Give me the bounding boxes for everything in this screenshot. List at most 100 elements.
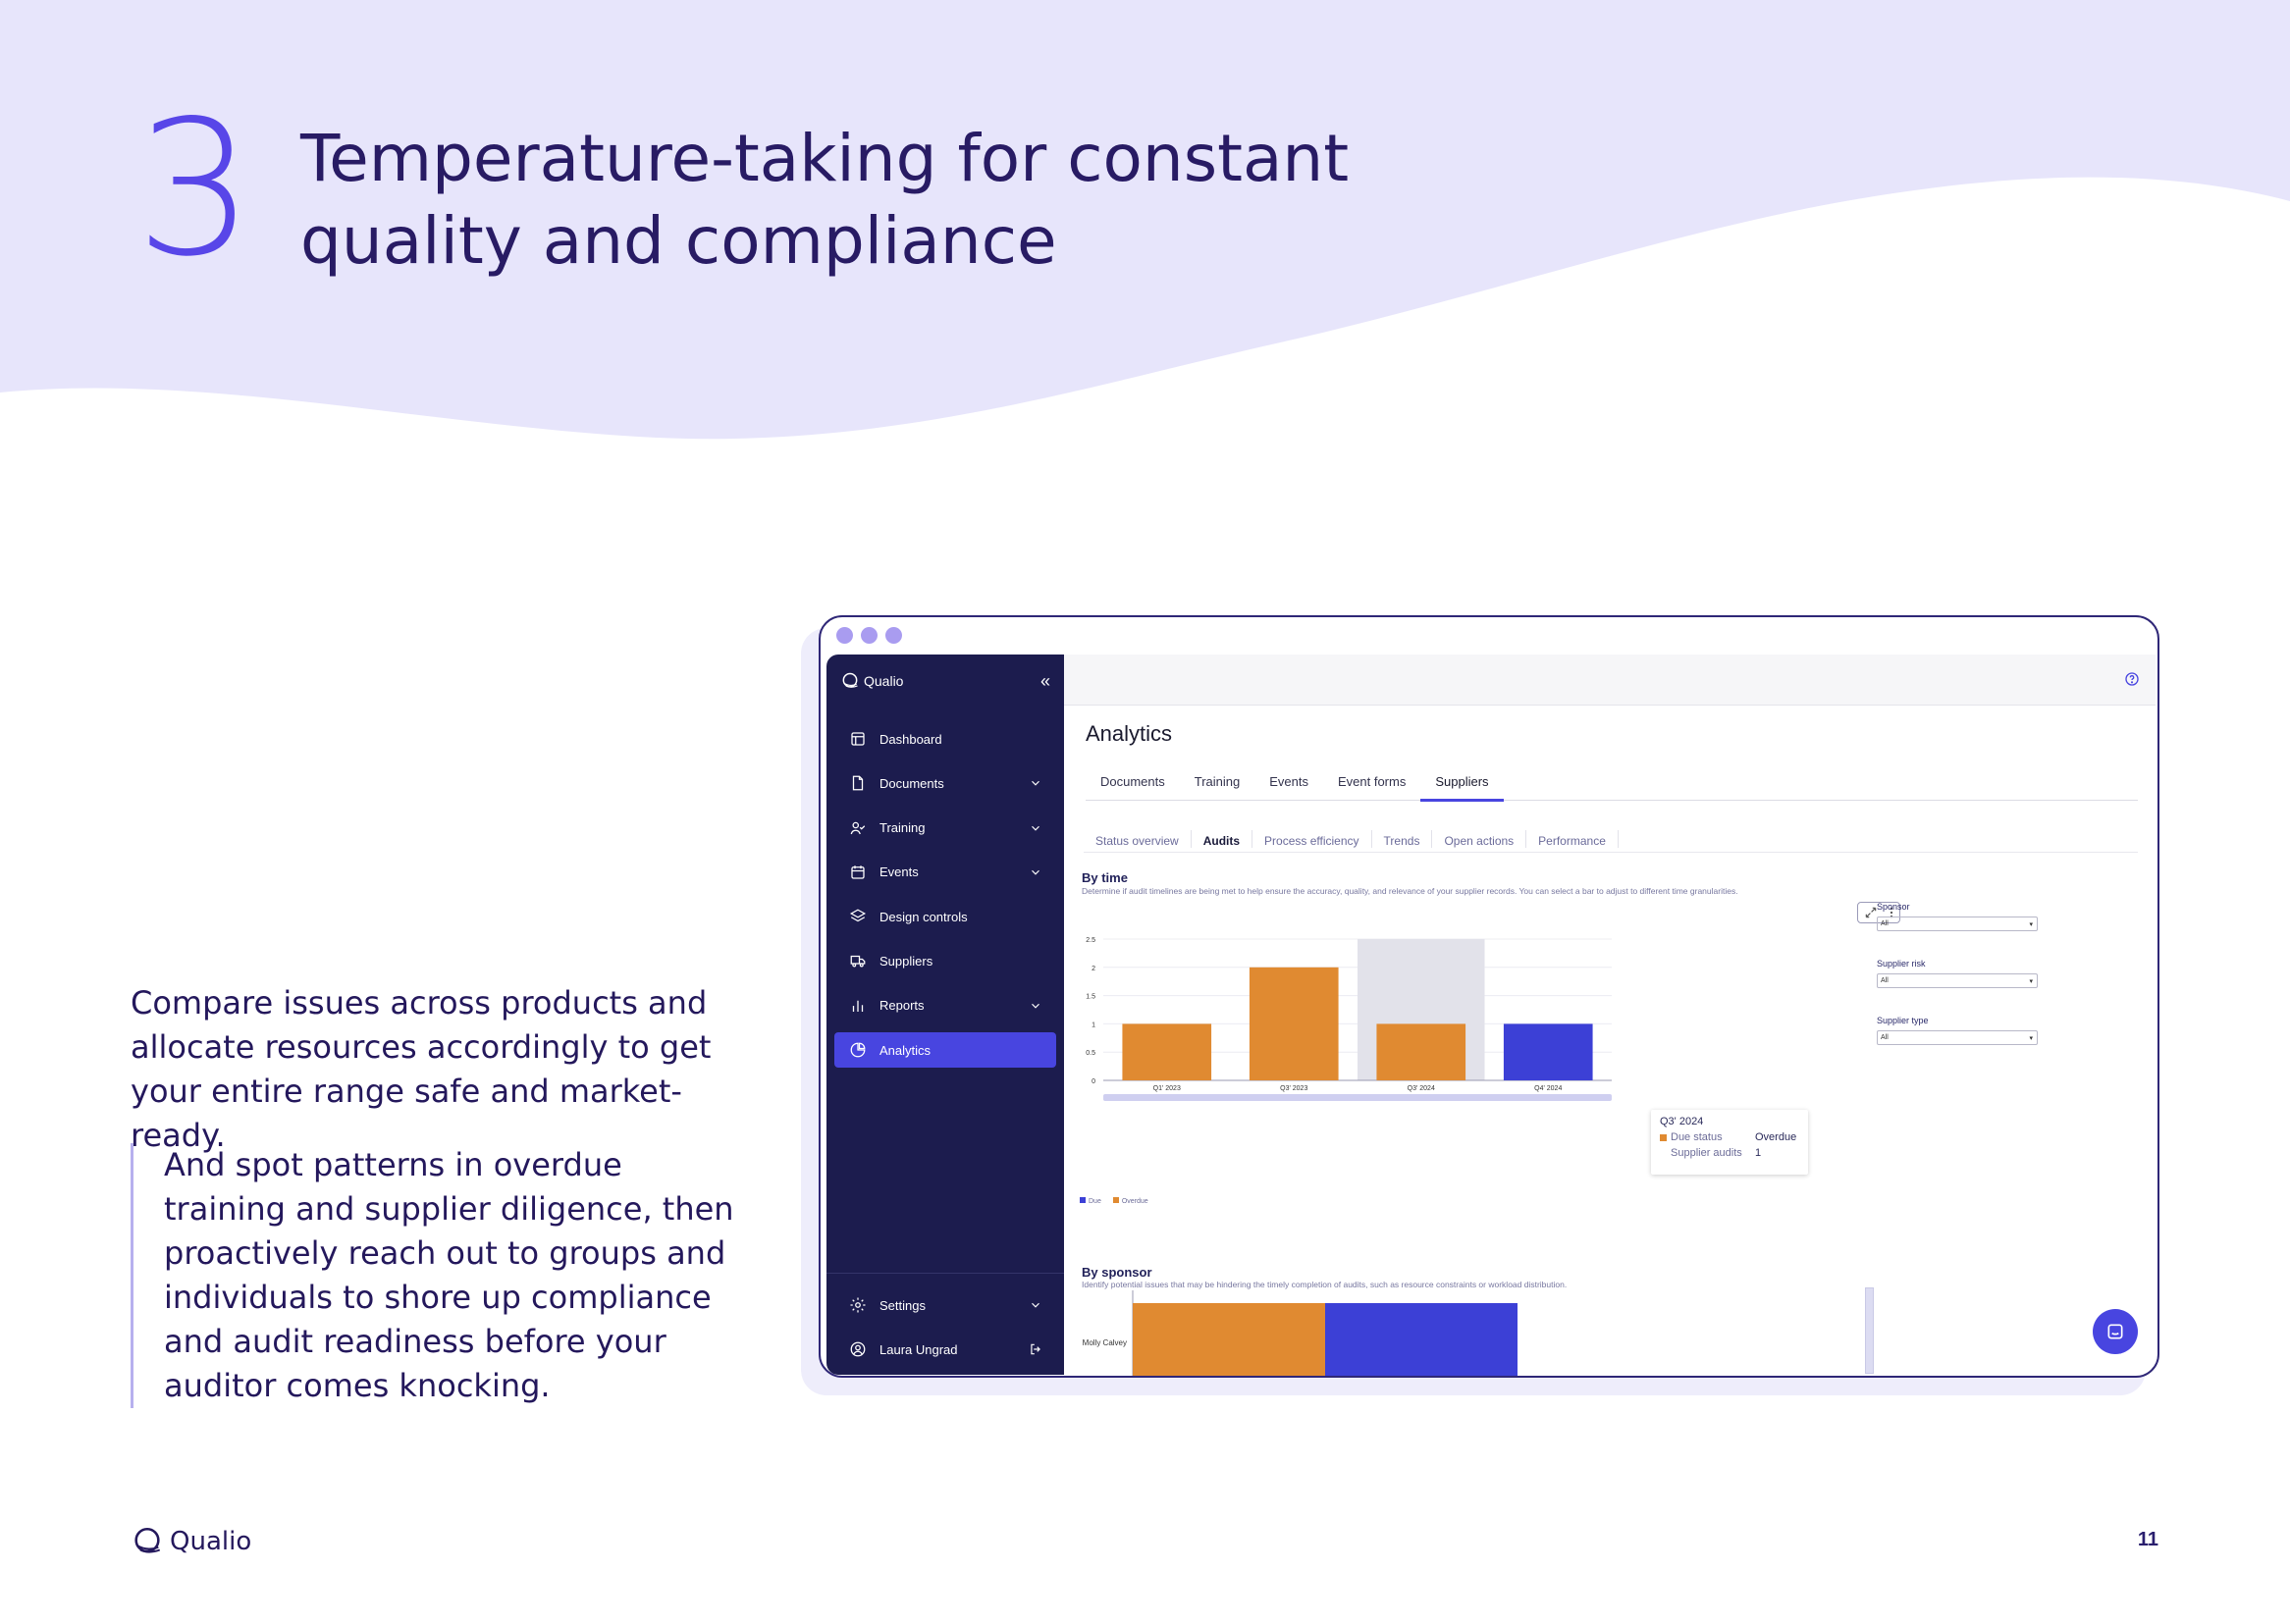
sidebar-item-label: Settings <box>879 1297 926 1313</box>
section-title: Temperature-taking for constant quality … <box>300 118 1380 283</box>
tab-documents[interactable]: Documents <box>1100 774 1165 789</box>
by-sponsor-title: By sponsor <box>1082 1265 1152 1280</box>
help-icon[interactable] <box>2124 671 2140 687</box>
x-tick-label: Q1' 2023 <box>1153 1085 1181 1092</box>
tooltip-row: Due status Overdue <box>1660 1131 1799 1143</box>
document-icon <box>848 773 868 793</box>
main-content: Analytics Documents Training Events Event f… <box>1064 655 2156 1376</box>
bar-overdue <box>1376 1023 1466 1080</box>
bar-due <box>1503 1023 1593 1080</box>
subtab-process-efficiency[interactable]: Process efficiency <box>1252 830 1372 848</box>
x-tick-label: Q3' 2024 <box>1408 1085 1435 1092</box>
sidebar-item-user[interactable]: Laura Ungrad <box>834 1332 1056 1367</box>
chat-icon <box>2107 1324 2123 1339</box>
tooltip-key: Supplier audits <box>1671 1147 1742 1159</box>
sidebar-item-documents[interactable]: Documents <box>834 765 1056 801</box>
chevron-down-icon[interactable] <box>1029 821 1042 835</box>
tab-suppliers[interactable]: Suppliers <box>1420 767 1504 802</box>
chevron-down-icon[interactable] <box>1029 865 1042 879</box>
qualio-logo-icon <box>134 1527 161 1553</box>
sidebar: Qualio « Dashboard Documents Training Event… <box>826 655 1064 1375</box>
by-sponsor-description: Identify potential issues that may be hi… <box>1082 1280 1568 1289</box>
y-tick-label: 1.5 <box>1086 994 1095 1001</box>
chart-scrollbar[interactable] <box>1865 1287 1874 1374</box>
subtab-open-actions[interactable]: Open actions <box>1432 830 1527 848</box>
header-wave-background <box>0 0 2290 440</box>
sidebar-item-settings[interactable]: Settings <box>834 1287 1056 1323</box>
filter-select[interactable]: All ▾ <box>1877 917 2038 931</box>
chevron-down-icon: ▾ <box>2029 977 2033 985</box>
filter-label: Supplier risk <box>1877 959 1926 969</box>
user-avatar-icon <box>848 1339 868 1359</box>
subtab-performance[interactable]: Performance <box>1526 830 1619 848</box>
bar-due <box>1325 1303 1518 1376</box>
tab-event-forms[interactable]: Event forms <box>1337 774 1407 789</box>
collapse-sidebar-icon[interactable]: « <box>1039 671 1050 691</box>
filter-select[interactable]: All ▾ <box>1877 973 2038 988</box>
expand-icon[interactable] <box>1864 906 1878 919</box>
chevron-down-icon <box>1032 1302 1039 1308</box>
sidebar-brand-name: Qualio <box>864 673 904 689</box>
y-tick-label: 2 <box>1092 966 1095 972</box>
sidebar-item-analytics[interactable]: Analytics <box>834 1032 1056 1069</box>
chevron-down-icon[interactable] <box>1029 776 1042 790</box>
sidebar-logo[interactable]: Qualio <box>840 671 903 691</box>
sidebar-item-dashboard[interactable]: Dashboard <box>834 721 1056 757</box>
section-title-line-2: quality and compliance <box>300 203 1057 279</box>
layers-icon <box>848 907 868 926</box>
legend-label: Overdue <box>1121 1198 1148 1205</box>
chat-button[interactable] <box>2093 1309 2138 1354</box>
supplier-subtabs: Status overview Audits Process efficiency T… <box>1084 827 2138 853</box>
subtab-trends[interactable]: Trends <box>1372 830 1433 848</box>
tab-training[interactable]: Training <box>1194 774 1241 789</box>
window-dot <box>836 627 853 644</box>
user-check-icon <box>848 818 868 838</box>
filter-value: All <box>1881 920 1889 927</box>
subtab-audits[interactable]: Audits <box>1192 830 1253 848</box>
filter-value: All <box>1881 1034 1889 1041</box>
top-bar <box>1064 655 2156 706</box>
legend-item-due[interactable]: Due <box>1080 1197 1101 1205</box>
window-dot <box>885 627 902 644</box>
x-tick-label: Q4' 2024 <box>1534 1085 1562 1092</box>
layout-icon <box>848 729 868 749</box>
filter-label: Supplier type <box>1877 1016 1929 1025</box>
filter-label: Sponsor <box>1877 902 1910 912</box>
chevron-down-icon[interactable] <box>1029 999 1042 1013</box>
chart-toolbar <box>1857 902 1900 923</box>
tooltip-row: Supplier audits 1 <box>1660 1147 1799 1159</box>
sidebar-header: Qualio « <box>840 668 1050 694</box>
due-swatch <box>1080 1197 1086 1203</box>
bar-overdue <box>1122 1023 1212 1080</box>
user-name: Laura Ungrad <box>879 1341 958 1357</box>
bar-overdue <box>1133 1303 1325 1376</box>
sidebar-item-training[interactable]: Training <box>834 811 1056 846</box>
y-tick-label: 0 <box>1092 1078 1095 1085</box>
chevron-down-icon: ▾ <box>2029 1034 2033 1042</box>
sidebar-nav: Dashboard Documents Training Events Design c… <box>834 721 1056 1076</box>
category-label: Molly Calvey <box>1083 1338 1127 1347</box>
tab-events[interactable]: Events <box>1269 774 1308 789</box>
chart-tooltip: Q3' 2024 Due status Overdue Supplier aud… <box>1651 1110 1808 1175</box>
logout-icon[interactable] <box>1029 1342 1042 1356</box>
calendar-icon <box>848 863 868 882</box>
sidebar-item-events[interactable]: Events <box>834 855 1056 890</box>
y-tick-label: 1 <box>1092 1022 1095 1028</box>
by-time-chart: 0 0.5 1 1.5 2 2.5 Q1' 2023 Q3' 2023 Q3' 2024 Q4' … <box>1086 937 1612 1101</box>
filter-value: All <box>1881 977 1889 984</box>
sidebar-item-suppliers[interactable]: Suppliers <box>834 943 1056 978</box>
y-tick-label: 2.5 <box>1086 937 1095 944</box>
window-dot <box>861 627 878 644</box>
footer-logo: Qualio <box>131 1525 251 1558</box>
filter-select[interactable]: All ▾ <box>1877 1030 2038 1045</box>
sidebar-item-design-controls[interactable]: Design controls <box>834 899 1056 934</box>
bar-overdue <box>1249 967 1339 1080</box>
subtab-status-overview[interactable]: Status overview <box>1084 830 1192 848</box>
legend-item-overdue[interactable]: Overdue <box>1112 1197 1148 1205</box>
page-number: 11 <box>2137 1529 2158 1550</box>
sidebar-item-reports[interactable]: Reports <box>834 988 1056 1023</box>
sidebar-item-label: Analytics <box>879 1042 932 1058</box>
gear-icon <box>848 1295 868 1315</box>
filters-panel: Sponsor All ▾ Supplier risk All ▾ Supplier typ… <box>1877 902 2044 1073</box>
footer-brand: Qualio <box>170 1527 252 1556</box>
